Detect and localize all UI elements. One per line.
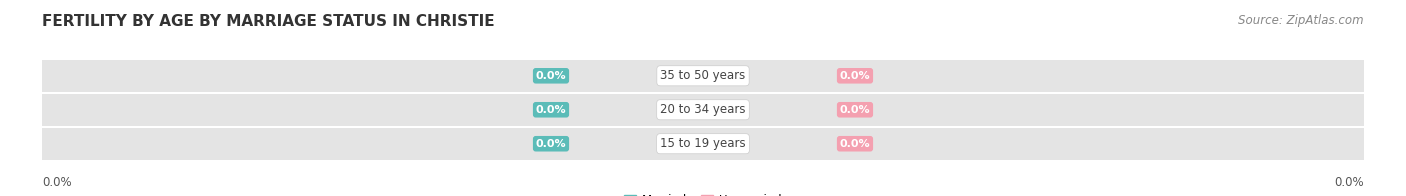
Text: Source: ZipAtlas.com: Source: ZipAtlas.com	[1239, 14, 1364, 27]
Text: 15 to 19 years: 15 to 19 years	[661, 137, 745, 150]
Legend: Married, Unmarried: Married, Unmarried	[620, 189, 786, 196]
Text: 0.0%: 0.0%	[1334, 176, 1364, 189]
Text: 0.0%: 0.0%	[839, 71, 870, 81]
Text: 0.0%: 0.0%	[839, 139, 870, 149]
Text: FERTILITY BY AGE BY MARRIAGE STATUS IN CHRISTIE: FERTILITY BY AGE BY MARRIAGE STATUS IN C…	[42, 14, 495, 29]
Bar	[42, 128, 1364, 160]
Text: 0.0%: 0.0%	[536, 105, 567, 115]
Text: 35 to 50 years: 35 to 50 years	[661, 69, 745, 82]
Bar	[42, 94, 1364, 126]
Text: 20 to 34 years: 20 to 34 years	[661, 103, 745, 116]
Text: 0.0%: 0.0%	[536, 71, 567, 81]
Text: 0.0%: 0.0%	[839, 105, 870, 115]
Text: 0.0%: 0.0%	[42, 176, 72, 189]
Text: 0.0%: 0.0%	[536, 139, 567, 149]
Bar	[42, 60, 1364, 92]
